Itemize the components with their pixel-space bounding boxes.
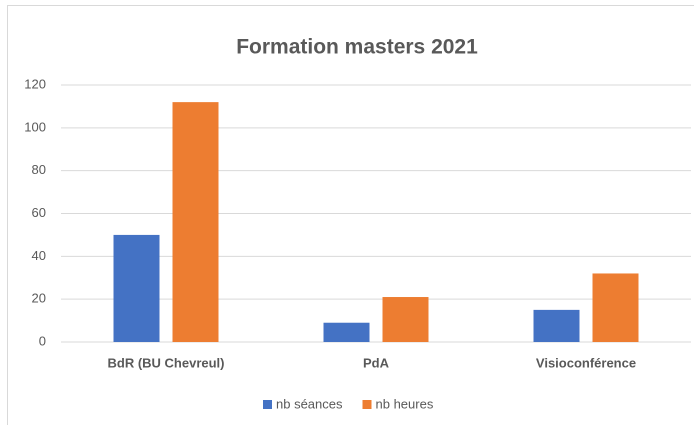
bar xyxy=(172,102,219,342)
legend-label: nb séances xyxy=(276,396,343,411)
bar xyxy=(382,297,429,342)
legend-label: nb heures xyxy=(376,396,434,411)
x-tick-label: BdR (BU Chevreul) xyxy=(107,355,224,370)
y-tick-label: 0 xyxy=(39,333,46,348)
y-tick-label: 80 xyxy=(32,162,46,177)
bar xyxy=(533,309,580,342)
y-tick-label: 20 xyxy=(32,291,46,306)
x-tick-label: Visioconférence xyxy=(536,355,636,370)
y-tick-label: 100 xyxy=(24,119,46,134)
bar xyxy=(592,273,639,342)
chart-frame xyxy=(7,5,694,425)
chart-title: Formation masters 2021 xyxy=(236,36,478,59)
y-tick-label: 120 xyxy=(24,76,46,91)
y-tick-label: 60 xyxy=(32,205,46,220)
legend-swatch xyxy=(362,400,372,409)
y-tick-label: 40 xyxy=(32,248,46,263)
bar xyxy=(323,322,370,342)
x-tick-label: PdA xyxy=(363,355,390,370)
bar xyxy=(113,234,160,342)
legend-swatch xyxy=(263,400,272,409)
